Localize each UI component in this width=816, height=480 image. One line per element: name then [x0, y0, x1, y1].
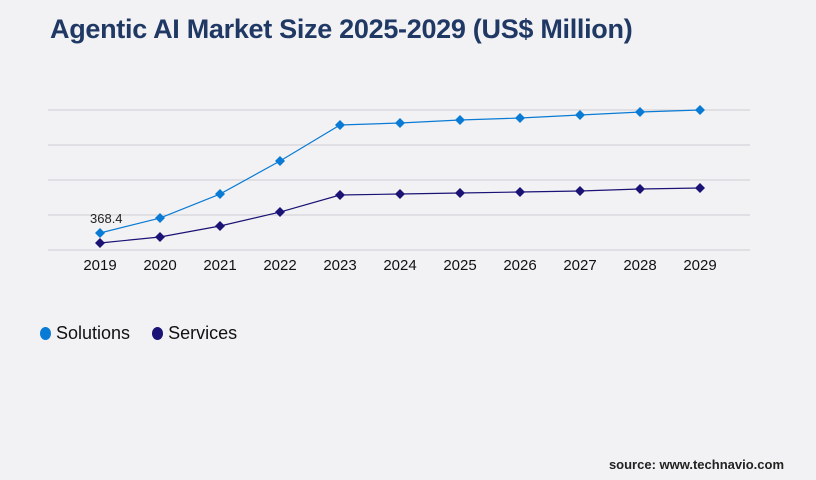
data-point-services — [695, 183, 705, 194]
x-tick-label: 2026 — [503, 257, 536, 274]
legend-item-services: Services — [152, 323, 237, 344]
data-point-solutions — [335, 119, 345, 130]
data-point-solutions — [215, 189, 225, 200]
legend-marker-solutions — [40, 327, 51, 340]
line-chart: 2019 2020 2021 2022 2023 2024 2025 2026 2027 2028… — [48, 105, 750, 274]
x-tick-label: 2028 — [623, 257, 656, 274]
data-point-solutions — [695, 105, 705, 115]
data-point-services — [515, 186, 525, 197]
legend-marker-services — [152, 327, 164, 340]
source-label: source: www.technavio.com — [608, 457, 784, 472]
x-tick-label: 2025 — [443, 257, 476, 274]
data-label: 368.4 — [90, 211, 123, 226]
x-tick-label: 2021 — [203, 257, 236, 274]
data-point-solutions — [275, 155, 285, 166]
x-tick-label: 2023 — [323, 257, 356, 274]
data-point-solutions — [155, 213, 165, 224]
data-point-solutions — [95, 228, 105, 239]
x-tick-label: 2020 — [143, 257, 176, 274]
x-tick-label: 2024 — [383, 257, 416, 274]
legend-item-solutions: Solutions — [40, 323, 130, 344]
data-point-solutions — [575, 110, 585, 121]
data-point-services — [275, 207, 285, 218]
data-point-services — [95, 237, 105, 248]
data-point-services — [215, 221, 225, 232]
data-point-services — [575, 186, 585, 197]
data-point-solutions — [455, 115, 465, 126]
data-point-services — [335, 189, 345, 200]
x-tick-label: 2029 — [683, 257, 716, 274]
data-point-solutions — [395, 118, 405, 129]
legend: Solutions Services — [40, 323, 237, 344]
x-tick-label: 2022 — [263, 257, 296, 274]
x-tick-label: 2019 — [83, 257, 116, 274]
chart-title: Agentic AI Market Size 2025-2029 (US$ Mi… — [50, 14, 633, 44]
legend-label-solutions: Solutions — [56, 323, 131, 343]
x-tick-label: 2027 — [563, 257, 596, 274]
data-point-services — [155, 231, 165, 242]
data-point-services — [395, 189, 405, 200]
data-point-solutions — [515, 113, 525, 124]
data-point-solutions — [635, 107, 645, 118]
data-point-services — [455, 188, 465, 199]
legend-label-services: Services — [168, 323, 238, 343]
data-point-services — [635, 183, 645, 194]
